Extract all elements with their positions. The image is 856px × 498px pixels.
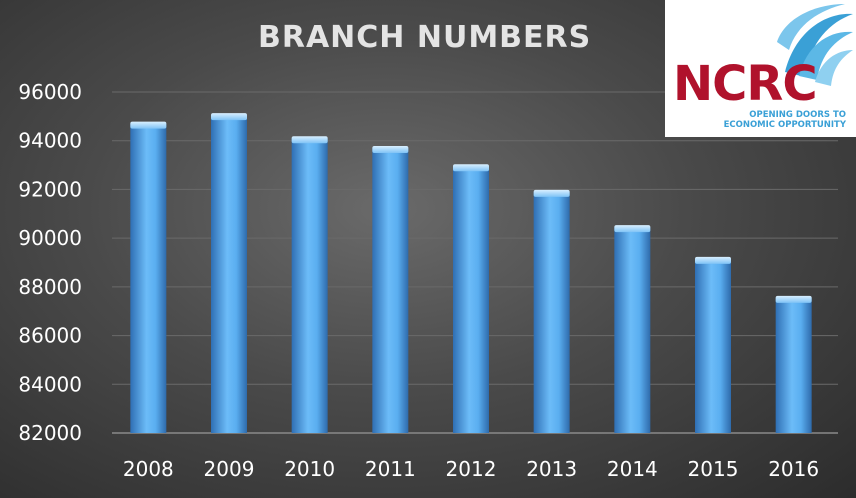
bar-body — [453, 166, 489, 433]
y-tick-label: 92000 — [18, 177, 82, 201]
bar — [695, 256, 731, 433]
x-tick-label: 2014 — [607, 457, 658, 481]
bar — [775, 295, 812, 433]
bar-cap — [211, 113, 247, 121]
bar — [211, 113, 247, 433]
y-tick-label: 88000 — [18, 275, 82, 299]
bar-cap — [775, 295, 812, 303]
bar-cap — [695, 256, 731, 264]
bar-cap — [291, 136, 328, 144]
bar-cap — [372, 146, 409, 154]
x-tick-label: 2010 — [284, 457, 335, 481]
wave-icon — [777, 4, 853, 86]
x-tick-label: 2009 — [204, 457, 255, 481]
bar-body — [130, 123, 167, 434]
y-axis-ticks: 82000 84000 86000 88000 90000 92000 94000 96000 — [18, 80, 82, 445]
bar — [372, 146, 409, 433]
bar — [130, 121, 167, 434]
y-tick-label: 84000 — [18, 372, 82, 396]
x-tick-label: 2012 — [446, 457, 497, 481]
bar-body — [533, 191, 570, 433]
bar-cap — [614, 225, 651, 233]
bar-body — [372, 148, 409, 433]
bar — [533, 189, 570, 433]
bar-body — [695, 258, 731, 433]
bar-cap — [533, 189, 570, 197]
bar-body — [211, 115, 247, 433]
bar-body — [291, 138, 328, 433]
bar-cap — [453, 164, 489, 172]
x-tick-label: 2016 — [768, 457, 819, 481]
x-tick-label: 2008 — [123, 457, 174, 481]
bar-cap — [130, 121, 167, 129]
x-tick-label: 2011 — [365, 457, 416, 481]
x-axis-ticks: 2008 2009 2010 2011 2012 2013 2014 2015 2016 — [123, 457, 819, 481]
logo-tagline: OPENING DOORS TO ECONOMIC OPPORTUNITY — [723, 110, 846, 130]
y-tick-label: 94000 — [18, 129, 82, 153]
x-tick-label: 2013 — [526, 457, 577, 481]
ncrc-logo: NCRC OPENING DOORS TO ECONOMIC OPPORTUNI… — [665, 0, 856, 137]
y-tick-label: 86000 — [18, 324, 82, 348]
y-tick-label: 96000 — [18, 80, 82, 104]
bars — [130, 113, 812, 434]
bar-body — [614, 227, 651, 433]
y-tick-label: 90000 — [18, 226, 82, 250]
logo-wordmark: NCRC — [673, 56, 818, 112]
bar — [453, 164, 489, 433]
bar — [614, 225, 651, 433]
x-tick-label: 2015 — [688, 457, 739, 481]
bar-body — [775, 297, 812, 433]
y-tick-label: 82000 — [18, 421, 82, 445]
bar — [291, 136, 328, 433]
chart-title: BRANCH NUMBERS — [258, 20, 592, 55]
